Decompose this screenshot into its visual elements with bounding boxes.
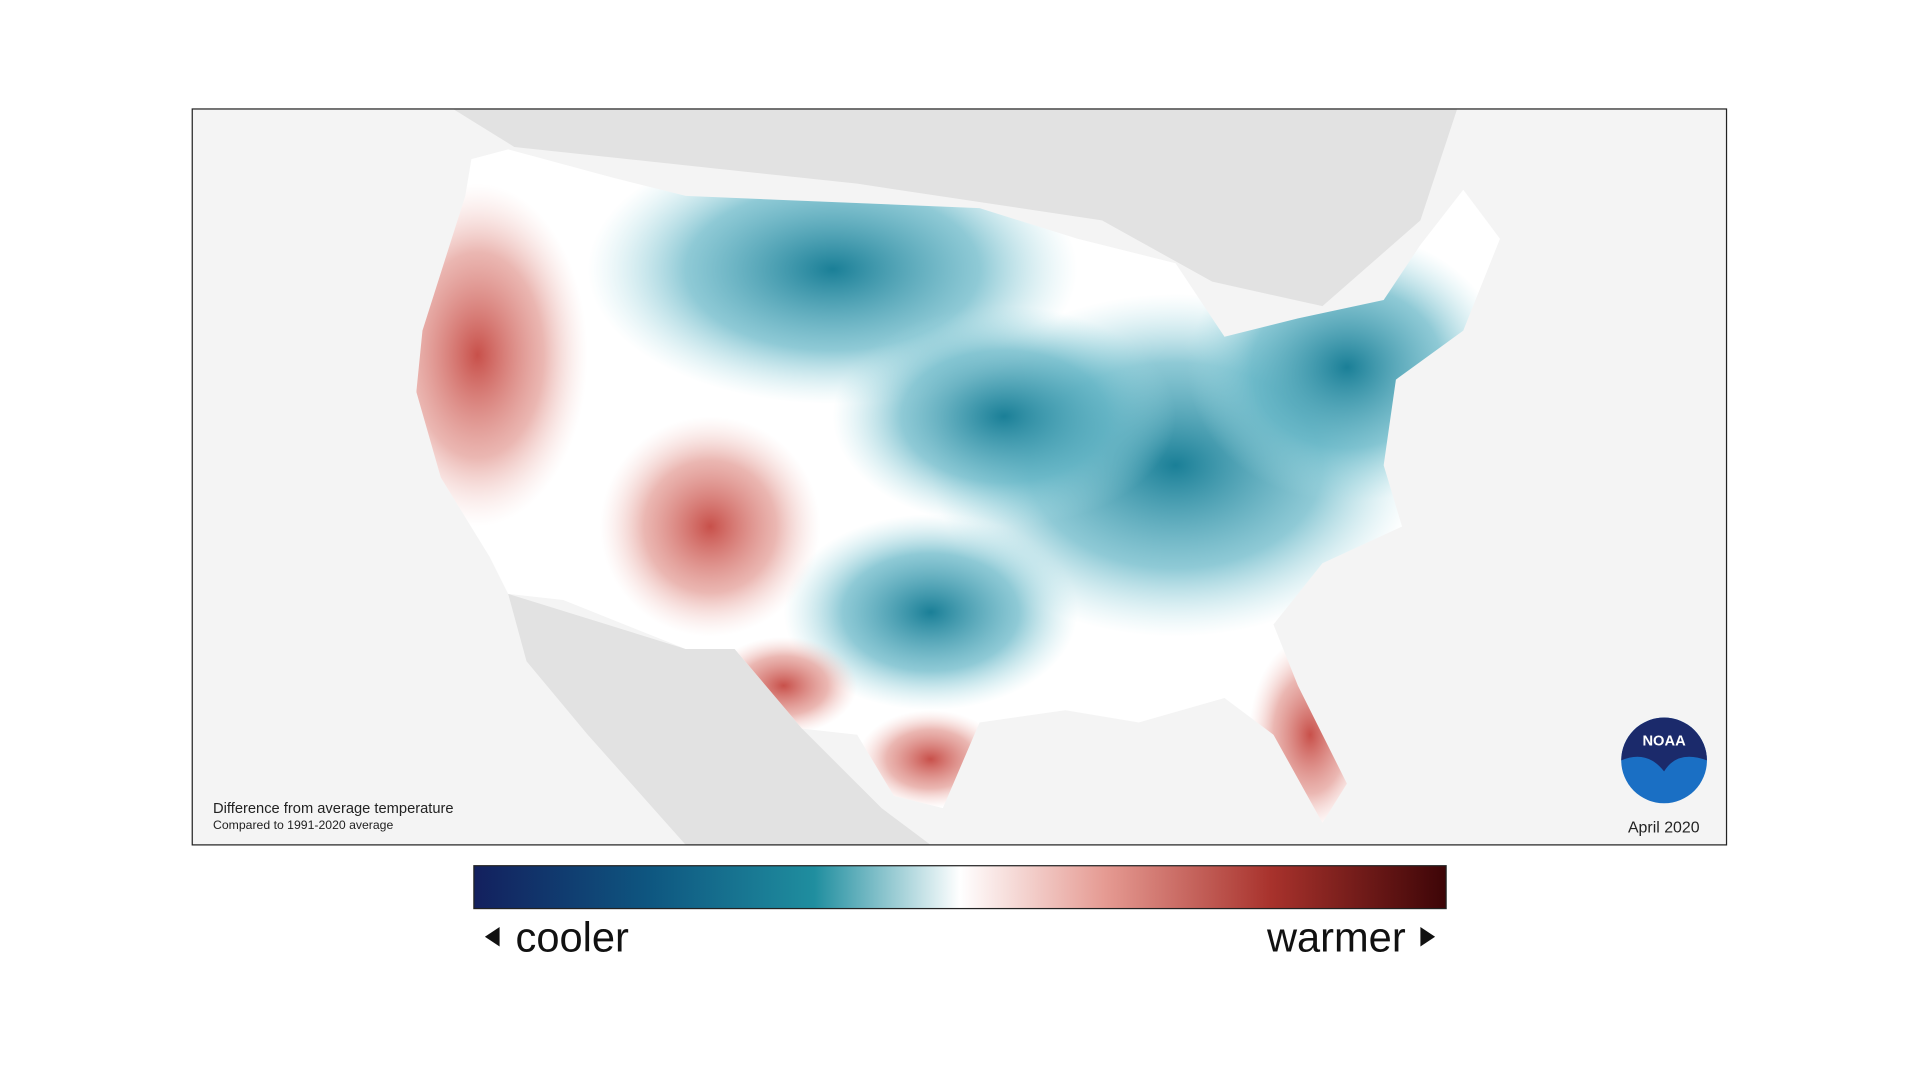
map-frame <box>191 108 1728 846</box>
anomaly-warm <box>600 416 821 637</box>
map-date: April 2020 <box>1628 820 1700 837</box>
cooler-arrow <box>484 926 500 947</box>
caption-title: Difference from average temperature <box>213 801 454 817</box>
color-scale <box>473 865 1447 910</box>
noaa-logo-top <box>1621 717 1707 772</box>
legend-low: cooler <box>516 913 630 960</box>
noaa-logo-text: NOAA <box>1642 734 1686 750</box>
anomaly-cool <box>832 306 1176 527</box>
map-area: NOAA Difference from average temperature… <box>192 108 1727 845</box>
warmer-arrow <box>1420 926 1436 947</box>
caption-subtitle: Compared to 1991-2020 average <box>213 818 393 832</box>
mexico <box>508 593 931 845</box>
anomaly-cool <box>783 514 1078 711</box>
canada <box>453 108 1458 307</box>
legend-high: warmer <box>1266 913 1406 960</box>
